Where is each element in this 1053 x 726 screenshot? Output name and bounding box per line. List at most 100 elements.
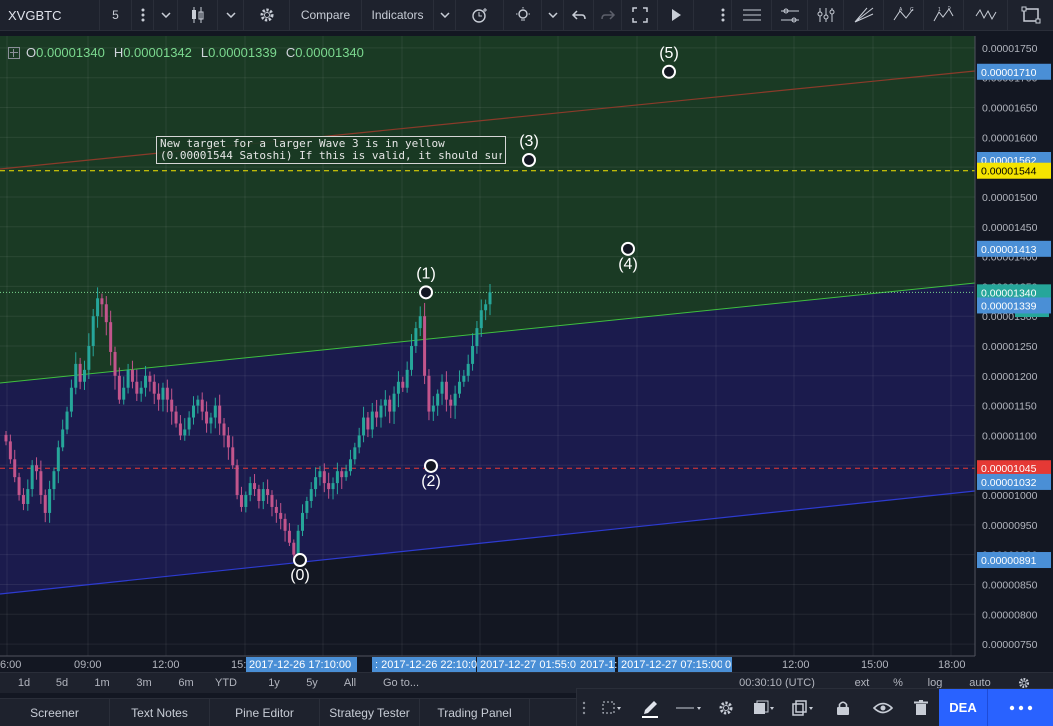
wave-point-marker[interactable] xyxy=(621,241,635,256)
candle-body xyxy=(187,417,191,430)
play-icon[interactable] xyxy=(658,0,694,30)
lock-icon[interactable] xyxy=(823,689,863,726)
compare-button[interactable]: Compare xyxy=(290,0,362,30)
chevron-down-icon[interactable] xyxy=(218,0,244,30)
clone-icon[interactable] xyxy=(783,689,823,726)
chevron-down-icon[interactable] xyxy=(542,0,564,30)
candle-body xyxy=(453,393,457,406)
candle-body xyxy=(239,495,243,507)
percent-toggle[interactable]: % xyxy=(893,677,903,689)
range-button-6m[interactable]: 6m xyxy=(178,677,194,689)
tab-strategy-tester[interactable]: Strategy Tester xyxy=(320,699,420,726)
log-toggle[interactable]: log xyxy=(927,677,943,689)
chevron-down-icon[interactable] xyxy=(434,0,456,30)
tab-trading-panel[interactable]: Trading Panel xyxy=(420,699,530,726)
publish-idea-button[interactable]: DEA xyxy=(939,689,987,726)
wave-point-marker[interactable] xyxy=(522,153,536,167)
pitchfan-icon[interactable] xyxy=(808,0,844,30)
range-button-1m[interactable]: 1m xyxy=(94,677,110,689)
range-button-5d[interactable]: 5d xyxy=(55,677,69,689)
tab-text-notes[interactable]: Text Notes xyxy=(110,699,210,726)
alert-icon[interactable] xyxy=(456,0,504,30)
candle-body xyxy=(43,495,47,513)
candle-body xyxy=(401,381,405,388)
candle-body xyxy=(178,423,182,436)
more-tools-icon[interactable] xyxy=(714,0,732,30)
candle-body xyxy=(440,381,444,394)
tab-pine-editor[interactable]: Pine Editor xyxy=(210,699,320,726)
price-tick-label: 0.00001100 xyxy=(982,430,1037,442)
green-zone xyxy=(0,36,975,383)
candle-body xyxy=(222,423,226,436)
range-button-3m[interactable]: 3m xyxy=(136,677,152,689)
candle-body xyxy=(466,363,470,376)
range-button-ytd[interactable]: YTD xyxy=(215,677,237,689)
chevron-down-icon[interactable] xyxy=(154,0,178,30)
candle-body xyxy=(65,411,69,430)
range-button-5y[interactable]: 5y xyxy=(306,677,318,689)
line-style-icon[interactable] xyxy=(669,689,709,726)
candle-body xyxy=(405,369,409,388)
svg-text:5: 5 xyxy=(948,6,951,11)
gear-icon[interactable] xyxy=(244,0,290,30)
symbol-input[interactable]: XVGBTC xyxy=(0,0,100,30)
gear-icon[interactable] xyxy=(1014,673,1034,693)
candle-body xyxy=(209,417,213,424)
eye-icon[interactable] xyxy=(863,689,903,726)
legend-expand-icon[interactable] xyxy=(8,47,20,59)
wave-point-marker[interactable] xyxy=(419,285,433,300)
lower-trendline xyxy=(0,490,976,595)
price-tick-label: 0.00000850 xyxy=(982,579,1038,591)
cycle-lines-icon[interactable] xyxy=(964,0,1008,30)
auto-toggle[interactable]: auto xyxy=(969,677,991,689)
redo-icon[interactable] xyxy=(594,0,622,30)
candle-body xyxy=(370,411,374,430)
ext-toggle[interactable]: ext xyxy=(854,677,870,689)
range-button-1y[interactable]: 1y xyxy=(268,677,280,689)
chart-area[interactable]: (0)(1)(2)(3)(4)(5)0.000017500.000017000.… xyxy=(0,36,1053,672)
layers-icon[interactable] xyxy=(743,689,783,726)
price-chart[interactable]: (0)(1)(2)(3)(4)(5)0.000017500.000017000.… xyxy=(0,36,1053,672)
interval-select[interactable]: 5 xyxy=(100,0,132,30)
price-tick-label: 0.00001750 xyxy=(982,43,1038,55)
select-area-icon[interactable] xyxy=(591,689,631,726)
horizontal-lines-icon[interactable] xyxy=(732,0,772,30)
gear-icon[interactable] xyxy=(709,689,743,726)
drag-handle-icon[interactable] xyxy=(577,689,591,726)
wave-point-marker[interactable] xyxy=(662,64,676,79)
goto-button[interactable]: Go to... xyxy=(382,677,420,689)
candle-body xyxy=(13,459,17,478)
rectangle-icon[interactable] xyxy=(1008,0,1053,30)
wave-point-marker[interactable] xyxy=(293,553,307,568)
more-options-icon[interactable] xyxy=(987,689,1053,726)
price-tick-label: 0.00000800 xyxy=(982,609,1038,621)
channel-icon[interactable] xyxy=(772,0,808,30)
range-button-1d[interactable]: 1d xyxy=(17,677,31,689)
price-tick-label: 0.00000750 xyxy=(982,639,1038,651)
gann-icon[interactable] xyxy=(844,0,884,30)
candle-body xyxy=(91,316,95,346)
lightbulb-icon[interactable] xyxy=(504,0,542,30)
candle-body xyxy=(8,441,12,460)
high-value: 0.00001342 xyxy=(123,45,192,60)
fullscreen-icon[interactable] xyxy=(622,0,658,30)
pencil-icon[interactable] xyxy=(631,689,669,726)
trash-icon[interactable] xyxy=(903,689,939,726)
candle-body xyxy=(17,477,21,496)
annotation-callout[interactable]: New target for a larger Wave 3 is in yel… xyxy=(156,136,506,164)
candle-body xyxy=(218,405,222,424)
price-tick-label: 0.00001250 xyxy=(982,341,1038,353)
tab-screener[interactable]: Screener xyxy=(0,699,110,726)
candles-style-icon[interactable] xyxy=(178,0,218,30)
ohlc-legend: O 0.00001340 H 0.00001342 L 0.00001339 C 0.0… xyxy=(8,45,364,60)
candle-body xyxy=(427,375,431,412)
range-button-all[interactable]: All xyxy=(343,677,357,689)
undo-icon[interactable] xyxy=(564,0,594,30)
candle-body xyxy=(383,399,387,406)
utc-clock[interactable]: 00:30:10 (UTC) xyxy=(739,677,815,689)
wave-point-marker[interactable] xyxy=(424,458,438,473)
indicators-button[interactable]: Indicators xyxy=(362,0,434,30)
interval-menu-icon[interactable] xyxy=(132,0,154,30)
